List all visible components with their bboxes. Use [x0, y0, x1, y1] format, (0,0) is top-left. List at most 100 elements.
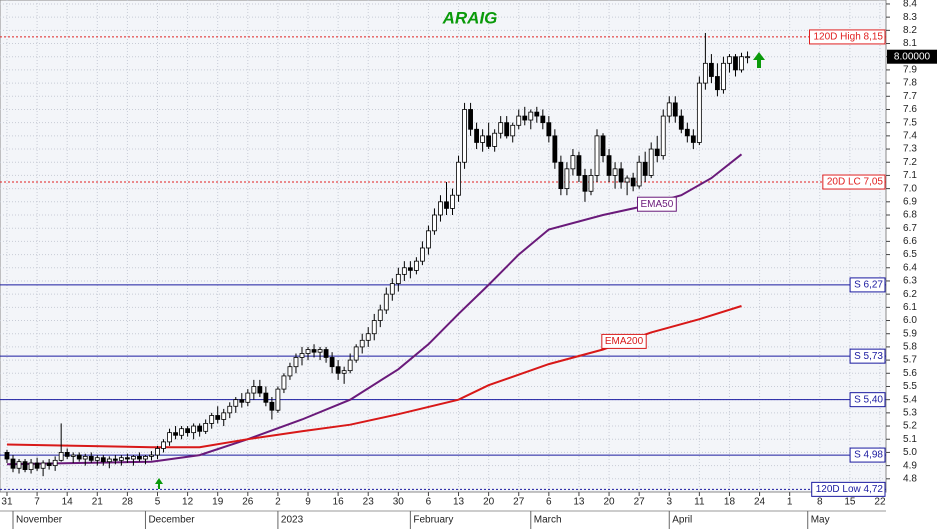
- candle-body: [94, 457, 100, 461]
- candle-body: [606, 155, 612, 176]
- candle-body: [64, 452, 70, 457]
- y-tick-label: 8.1: [903, 38, 917, 49]
- y-tick-label: 7.0: [903, 183, 917, 194]
- y-tick-label: 7.2: [903, 157, 917, 168]
- candle-body: [407, 267, 413, 271]
- ema-label-box: [601, 333, 647, 349]
- y-tick-label: 7.9: [903, 65, 917, 76]
- candle-body: [215, 415, 221, 420]
- candle-body: [395, 273, 401, 284]
- candle-body: [696, 82, 702, 143]
- candle-body: [522, 115, 528, 121]
- last-price-label: 8.00000: [894, 51, 931, 62]
- candle-body: [636, 161, 642, 187]
- buy-arrow: [753, 52, 765, 68]
- candle-body: [420, 247, 425, 262]
- candle-body: [401, 267, 407, 275]
- candle-body: [660, 115, 666, 157]
- x-tick-label: 30: [393, 497, 405, 508]
- y-tick-label: 8.4: [903, 0, 917, 10]
- level-label: 120D Low 4,72: [816, 484, 884, 495]
- candle-body: [82, 455, 88, 460]
- candle-body: [185, 428, 191, 434]
- candle-body: [88, 455, 94, 461]
- candle-body: [450, 194, 455, 209]
- candle-body: [191, 425, 197, 434]
- candle-body: [70, 454, 76, 457]
- candle-body: [383, 293, 389, 311]
- candle-body: [311, 349, 317, 353]
- candle-body: [209, 415, 215, 424]
- candle-body: [239, 399, 245, 403]
- level-label-box: [849, 392, 886, 408]
- x-tick-label: 20: [483, 497, 495, 508]
- level-label: S 5,40: [854, 394, 883, 405]
- y-tick-label: 6.7: [903, 223, 917, 234]
- candle-body: [702, 62, 708, 84]
- candle-body: [161, 441, 166, 449]
- candle-body: [10, 458, 16, 469]
- candle-body: [269, 401, 275, 411]
- candle-body: [76, 454, 82, 460]
- x-tick-label: 27: [513, 497, 525, 508]
- month-label: December: [148, 515, 195, 526]
- y-tick-label: 6.5: [903, 249, 917, 260]
- candle-body: [558, 161, 564, 190]
- candle-body: [377, 309, 383, 321]
- x-tick-label: 12: [182, 497, 194, 508]
- chart-title: ARAIG: [442, 8, 498, 27]
- candle-body: [733, 56, 738, 71]
- level-label-box: [822, 174, 886, 190]
- y-tick-label: 5.3: [903, 407, 917, 418]
- candle-body: [672, 102, 678, 117]
- candle-body: [594, 135, 600, 176]
- candle-body: [46, 462, 52, 467]
- candle-body: [678, 115, 684, 130]
- candle-body: [426, 230, 431, 249]
- candle-body: [666, 102, 672, 117]
- month-label: April: [672, 515, 692, 526]
- candle-body: [16, 461, 22, 469]
- y-tick-label: 7.7: [903, 91, 917, 102]
- candle-body: [546, 122, 552, 137]
- candle-body: [534, 111, 540, 117]
- level-label: 120D High 8,15: [814, 32, 884, 43]
- candle-body: [155, 448, 160, 456]
- candle-body: [456, 161, 461, 196]
- candle-body: [323, 349, 329, 358]
- y-tick-label: 4.8: [903, 473, 917, 484]
- level-label: 20D LC 7,05: [827, 177, 884, 188]
- buy-arrow: [155, 478, 163, 489]
- candle-body: [486, 135, 492, 147]
- x-tick-label: 14: [62, 497, 74, 508]
- y-tick-label: 7.6: [903, 104, 917, 115]
- candle-body: [745, 56, 750, 59]
- candle-body: [624, 177, 630, 183]
- candle-body: [432, 214, 437, 232]
- candle-body: [413, 260, 419, 271]
- x-tick-label: 3: [666, 497, 672, 508]
- candle-body: [709, 62, 714, 77]
- candle-body: [149, 454, 154, 457]
- y-tick-label: 5.5: [903, 381, 917, 392]
- candle-body: [504, 122, 510, 137]
- x-tick-label: 22: [874, 497, 886, 508]
- last-price-box: [887, 49, 937, 64]
- level-label-box: [811, 481, 886, 497]
- level-label: S 6,27: [854, 280, 883, 291]
- candle-body: [438, 201, 443, 216]
- candle-body: [721, 62, 726, 91]
- x-tick-label: 31: [1, 497, 13, 508]
- y-tick-label: 6.3: [903, 276, 917, 287]
- candle-body: [287, 366, 293, 377]
- candle-body: [233, 399, 239, 407]
- x-tick-label: 2: [275, 497, 281, 508]
- candle-body: [739, 56, 744, 71]
- candle-body: [329, 357, 335, 368]
- candle-body: [173, 432, 178, 436]
- candle-body: [106, 458, 112, 463]
- candle-body: [588, 175, 594, 192]
- level-label-box: [849, 447, 886, 463]
- candle-body: [52, 459, 58, 467]
- level-label-box: [849, 348, 886, 364]
